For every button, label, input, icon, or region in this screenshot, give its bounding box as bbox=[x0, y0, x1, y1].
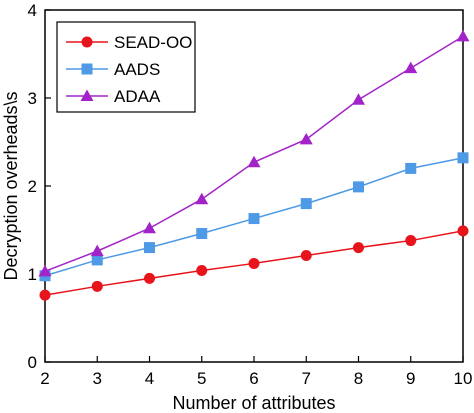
x-tick-label: 8 bbox=[354, 369, 363, 388]
data-point bbox=[404, 61, 418, 74]
data-point bbox=[405, 162, 417, 174]
legend-box bbox=[56, 21, 196, 113]
data-point bbox=[195, 192, 209, 205]
x-tick-label: 3 bbox=[93, 369, 102, 388]
x-tick-label: 6 bbox=[249, 369, 258, 388]
data-point bbox=[39, 289, 51, 301]
series-sead-oo bbox=[39, 225, 469, 301]
data-point bbox=[300, 250, 312, 262]
data-point bbox=[196, 228, 208, 240]
data-point bbox=[405, 235, 417, 247]
y-tick-label: 3 bbox=[28, 89, 37, 108]
y-tick-label: 1 bbox=[28, 265, 37, 284]
legend: SEAD-OO AADS ADAA bbox=[56, 21, 196, 113]
data-point bbox=[90, 244, 104, 257]
data-point bbox=[247, 155, 261, 168]
data-point bbox=[144, 272, 155, 284]
x-tick-label: 9 bbox=[406, 369, 415, 388]
data-point bbox=[248, 213, 260, 225]
legend-marker bbox=[81, 63, 93, 75]
legend-marker bbox=[80, 89, 94, 101]
x-tick-label: 4 bbox=[145, 369, 154, 388]
y-tick-label: 0 bbox=[28, 353, 37, 372]
data-point bbox=[353, 242, 364, 254]
data-point bbox=[353, 181, 364, 193]
legend-label: AADS bbox=[114, 60, 160, 79]
series-adaa bbox=[38, 29, 470, 277]
y-tick-label: 2 bbox=[28, 177, 37, 196]
data-point bbox=[456, 29, 470, 42]
y-axis-title: Decryption overheads\s bbox=[1, 91, 21, 280]
series-layer bbox=[38, 29, 470, 301]
data-point bbox=[91, 280, 103, 292]
data-point bbox=[91, 254, 103, 266]
data-point bbox=[38, 264, 52, 277]
data-point bbox=[144, 242, 155, 254]
data-point bbox=[299, 132, 313, 145]
y-tick-label: 4 bbox=[28, 1, 37, 20]
data-point bbox=[457, 225, 469, 237]
x-tick-label: 10 bbox=[454, 369, 473, 388]
x-tick-label: 7 bbox=[302, 369, 311, 388]
data-point bbox=[300, 198, 312, 210]
axis-ticks: 2 3 4 5 6 7 8 9 10 0 1 2 3 4 bbox=[28, 1, 473, 388]
data-point bbox=[143, 221, 156, 234]
data-point bbox=[248, 257, 260, 269]
data-point bbox=[196, 264, 208, 276]
legend-label: ADAA bbox=[114, 87, 161, 106]
x-axis-title: Number of attributes bbox=[172, 393, 335, 413]
legend-label: SEAD-OO bbox=[114, 33, 192, 52]
x-tick-label: 2 bbox=[40, 369, 49, 388]
data-point bbox=[352, 93, 365, 105]
series-aads bbox=[39, 152, 469, 282]
legend-marker bbox=[81, 36, 93, 48]
x-tick-label: 5 bbox=[197, 369, 206, 388]
data-point bbox=[457, 152, 469, 164]
